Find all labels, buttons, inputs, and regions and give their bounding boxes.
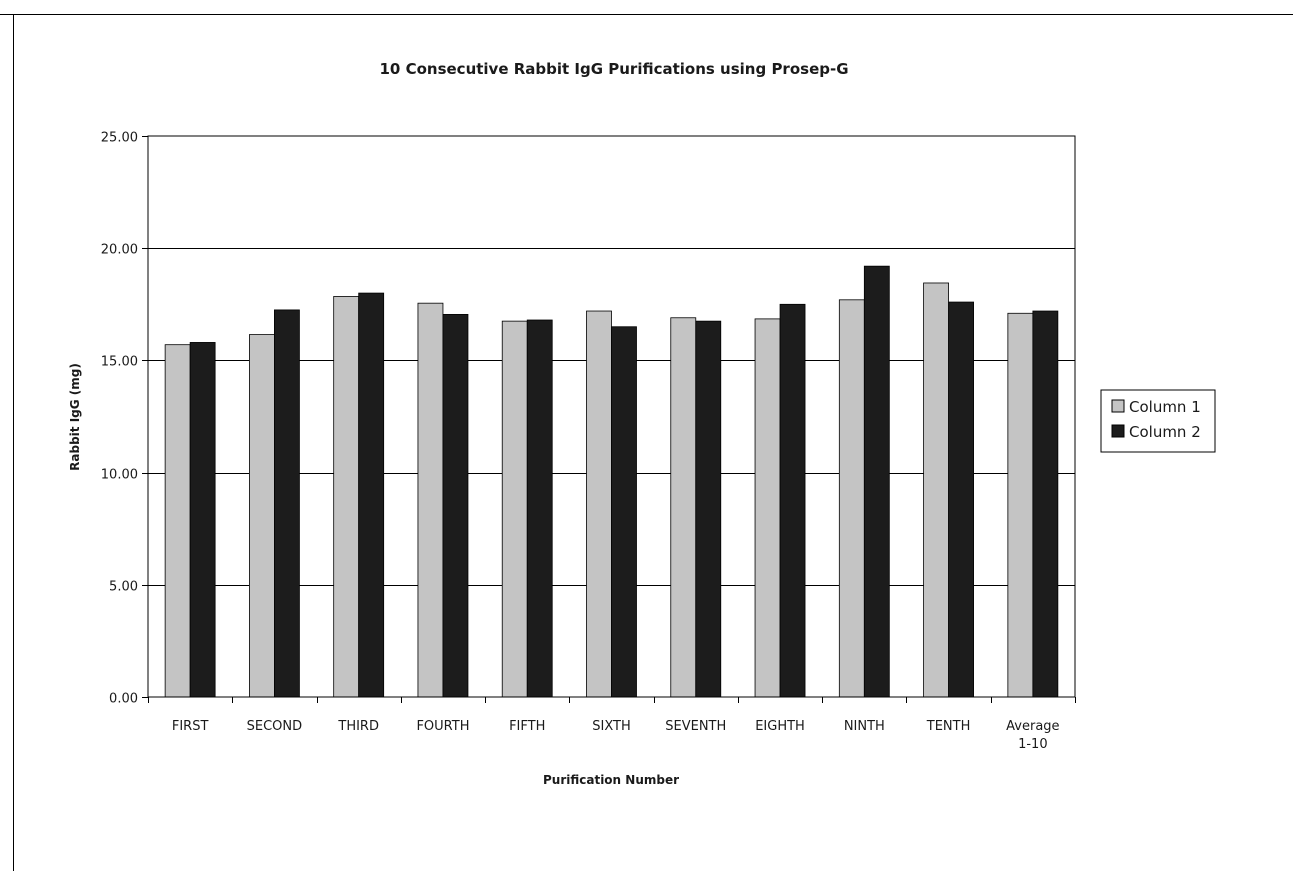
bar-column-2 — [779, 303, 806, 698]
legend: Column 1 Column 2 — [1100, 389, 1216, 453]
x-tick-label: 1-10 — [1018, 737, 1048, 752]
bar-column-1 — [754, 318, 781, 698]
bar-column-2 — [1032, 310, 1059, 698]
x-tick-label: FIRST — [172, 719, 209, 734]
y-tick-label: 0.00 — [109, 692, 138, 707]
bar-column-2 — [358, 292, 385, 698]
bar-column-2 — [526, 319, 553, 698]
bar-column-2 — [189, 342, 216, 698]
bar-column-1 — [586, 310, 612, 698]
bar-column-2 — [863, 265, 890, 698]
x-tick-label: EIGHTH — [755, 719, 805, 734]
x-axis-title: Purification Number — [543, 773, 679, 787]
bar-column-1 — [417, 302, 444, 698]
x-tick-label: Average — [1006, 719, 1059, 734]
plot-area-border — [147, 135, 1076, 698]
bar-column-1 — [670, 317, 697, 698]
bar-column-2 — [948, 301, 974, 698]
bar-column-2 — [442, 313, 469, 698]
bar-column-1 — [501, 320, 528, 698]
x-tick-label: NINTH — [844, 719, 885, 734]
y-tick-label: 15.00 — [101, 355, 138, 370]
y-tick-label: 25.00 — [101, 131, 138, 146]
bar-column-2 — [611, 326, 637, 698]
x-tick-label: THIRD — [337, 719, 379, 734]
bar-column-1 — [838, 299, 865, 698]
legend-label: Column 1 — [1129, 398, 1201, 416]
legend-swatch — [1111, 424, 1125, 438]
bar-column-1 — [164, 344, 191, 698]
bar-column-1 — [249, 334, 275, 698]
y-tick-label: 5.00 — [109, 580, 138, 595]
chart-title: 10 Consecutive Rabbit IgG Purifications … — [379, 60, 848, 78]
x-tick-label: SIXTH — [592, 719, 630, 734]
x-tick-label: TENTH — [926, 719, 971, 734]
bar-column-2 — [274, 309, 300, 698]
x-tick-label: SEVENTH — [665, 719, 726, 734]
legend-label: Column 2 — [1129, 423, 1201, 441]
x-tick-label: SECOND — [247, 719, 303, 734]
bar-column-1 — [333, 296, 360, 698]
bar-column-1 — [1007, 312, 1034, 698]
x-tick-label: FIFTH — [509, 719, 545, 734]
bar-column-1 — [923, 282, 949, 698]
legend-swatch — [1111, 399, 1125, 413]
x-tick-label: FOURTH — [416, 719, 469, 734]
y-tick-label: 20.00 — [101, 243, 138, 258]
bar-column-2 — [695, 320, 722, 698]
y-tick-label: 10.00 — [101, 468, 138, 483]
x-axis-ticks: FIRST SECOND THIRD FOURTH FIFTH SIXTH SEVENTH E… — [148, 697, 1076, 752]
bars — [164, 265, 1059, 698]
y-axis-title: Rabbit IgG (mg) — [68, 363, 82, 471]
y-axis-ticks: 0.00 5.00 10.00 15.00 20.00 25.00 — [101, 131, 148, 707]
